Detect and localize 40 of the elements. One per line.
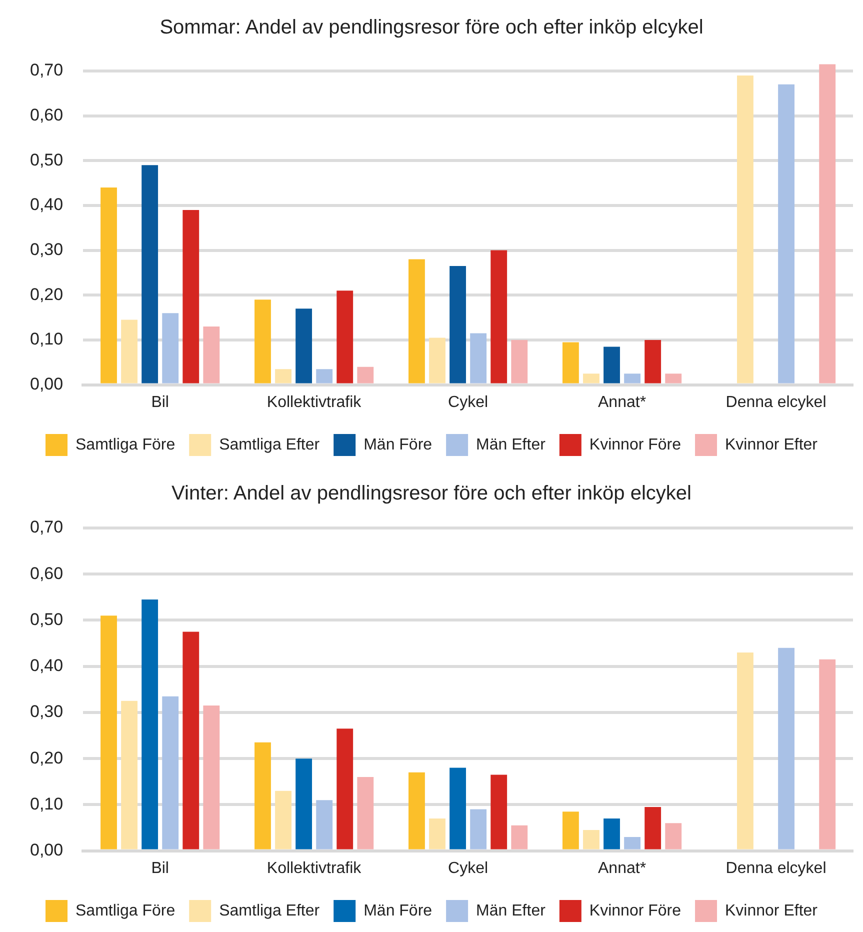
x-tick-label: Denna elcykel <box>726 394 826 411</box>
x-tick-label: Annat* <box>598 860 646 877</box>
x-tick-label: Cykel <box>448 394 488 411</box>
legend-label: Män Efter <box>476 902 546 920</box>
x-tick-label: Cykel <box>448 860 488 877</box>
y-tick-label: 0,10 <box>30 330 64 349</box>
x-tick-label: Kollektivtrafik <box>266 860 362 877</box>
y-tick-label: 0,60 <box>30 105 64 124</box>
y-tick-label: 0,10 <box>30 794 64 814</box>
y-tick-label: 0,20 <box>30 284 64 304</box>
x-tick-label: Annat* <box>598 394 646 411</box>
x-tick-label: Denna elcykel <box>726 860 826 877</box>
x-tick-label: Kollektivtrafik <box>266 394 362 411</box>
y-tick-label: 0,50 <box>30 150 64 170</box>
legend-label: Samtliga Efter <box>219 436 320 454</box>
legend-label: Män Efter <box>476 436 546 454</box>
y-tick-label: 0,40 <box>30 656 64 676</box>
legend-label: Samtliga Före <box>76 436 176 454</box>
legend-label: Kvinnor Efter <box>725 902 818 920</box>
y-tick-label: 0,50 <box>30 610 64 629</box>
y-tick-label: 0,60 <box>30 564 64 583</box>
y-tick-label: 0,70 <box>30 518 64 537</box>
y-tick-label: 0,40 <box>30 195 64 214</box>
chart-title: Sommar: Andel av pendlingsresor före och efter inköp elcykel <box>160 16 704 39</box>
y-tick-label: 0,30 <box>30 702 64 722</box>
legend-label: Kvinnor Före <box>589 436 682 454</box>
legend-label: Kvinnor Efter <box>725 436 818 454</box>
legend-label: Män Före <box>364 902 432 920</box>
legend-label: Kvinnor Före <box>589 902 682 920</box>
y-tick-label: 0,00 <box>30 374 64 394</box>
chart-title: Vinter: Andel av pendlingsresor före och efter inköp elcykel <box>172 482 692 505</box>
legend-label: Samtliga Efter <box>219 902 320 920</box>
y-tick-label: 0,70 <box>30 60 64 80</box>
x-tick-label: Bil <box>151 860 169 877</box>
legend-label: Samtliga Före <box>76 902 176 920</box>
legend-label: Män Före <box>364 436 432 454</box>
x-tick-label: Bil <box>151 394 169 411</box>
y-tick-label: 0,00 <box>30 840 64 860</box>
y-tick-label: 0,20 <box>30 748 64 768</box>
y-tick-label: 0,30 <box>30 240 64 259</box>
